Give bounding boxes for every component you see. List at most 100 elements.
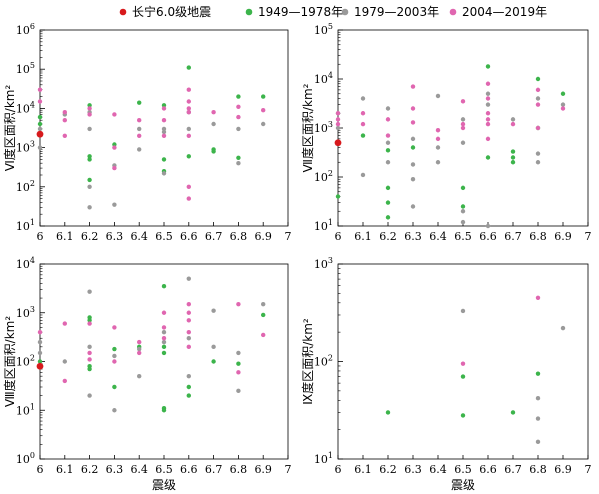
data-point [186, 276, 191, 281]
data-point [87, 366, 92, 372]
x-axis-label: 震级 [152, 478, 176, 492]
legend-label: 2004—2019年 [462, 5, 547, 19]
chart-panel-1: 6 6.1 6.2 6.3 6.4 6.5 6.6 6.7 6.8 6.9 7 101 102 103 10… [2, 22, 292, 243]
x-tick-label: 7 [285, 463, 292, 476]
series-0 [37, 284, 266, 413]
data-point [510, 160, 516, 165]
data-point [161, 336, 167, 341]
data-point [161, 133, 167, 138]
data-point [435, 128, 441, 133]
data-point [186, 318, 191, 323]
x-tick-label: 6.7 [504, 230, 522, 243]
data-point [62, 359, 67, 364]
data-point [87, 103, 92, 108]
data-point [460, 413, 466, 418]
data-point [460, 374, 466, 379]
data-point [186, 344, 191, 350]
data-point [112, 145, 117, 150]
main-event-point [36, 130, 44, 138]
x-tick-label: 6.5 [454, 230, 472, 243]
data-point [261, 312, 266, 318]
data-point [485, 91, 491, 96]
x-tick-label: 6.2 [379, 463, 397, 476]
data-point [460, 361, 466, 366]
data-point [385, 215, 391, 220]
series-0 [385, 371, 541, 418]
x-tick-label: 6.6 [180, 463, 198, 476]
data-point [186, 65, 191, 70]
data-point [435, 93, 441, 99]
data-point [261, 301, 266, 307]
y-tick-label: 101 [314, 451, 333, 466]
data-point [161, 310, 167, 315]
data-point [161, 106, 167, 111]
chart-panel-2: 6 6.1 6.2 6.3 6.4 6.5 6.6 6.7 6.8 6.9 7 101 102 103 10… [300, 22, 592, 243]
data-point [236, 94, 241, 99]
data-point [186, 329, 191, 335]
legend-marker [341, 8, 349, 16]
data-point [137, 147, 142, 152]
data-point [137, 133, 142, 138]
data-point [161, 329, 167, 335]
y-tick-label: 105 [314, 22, 333, 37]
data-point [161, 103, 167, 108]
data-point [460, 99, 466, 104]
data-point [62, 378, 67, 384]
series-1 [460, 308, 566, 445]
data-point [410, 162, 416, 167]
data-point [37, 87, 43, 92]
data-point [385, 200, 391, 205]
data-point [112, 353, 117, 359]
data-point [211, 109, 216, 115]
data-point [236, 155, 241, 160]
data-point [261, 121, 266, 127]
main-event-point [36, 362, 44, 370]
data-point [335, 194, 341, 199]
data-point [435, 145, 441, 150]
data-point [410, 136, 416, 142]
data-point [535, 371, 541, 376]
data-point [37, 339, 43, 345]
legend-label: 长宁6.0级地震 [132, 4, 211, 19]
data-point [485, 121, 491, 127]
data-point [236, 114, 241, 120]
data-point [535, 416, 541, 421]
data-point [460, 204, 466, 209]
data-point [186, 184, 191, 189]
y-tick-label: 106 [16, 22, 35, 37]
data-point [410, 145, 416, 150]
x-tick-label: 6.9 [554, 230, 572, 243]
y-tick-label: 101 [16, 402, 35, 417]
legend-marker [245, 8, 253, 16]
y-tick-label: 103 [16, 140, 35, 155]
x-tick-label: 6.8 [529, 463, 547, 476]
series-1 [37, 276, 266, 413]
data-point [87, 177, 92, 183]
data-point [236, 126, 241, 132]
data-point [435, 160, 441, 165]
legend-marker [449, 8, 457, 16]
data-point [112, 202, 117, 207]
y-tick-label: 102 [16, 354, 35, 369]
data-point [385, 160, 391, 165]
x-tick-label: 6.4 [130, 230, 148, 243]
data-point [161, 350, 167, 356]
data-point [236, 104, 241, 109]
data-point [535, 396, 541, 401]
data-point [535, 439, 541, 445]
data-point [560, 106, 566, 111]
data-point [535, 76, 541, 82]
data-point [236, 301, 241, 307]
data-point [236, 350, 241, 356]
x-tick-label: 6.4 [130, 463, 148, 476]
y-tick-label: 103 [314, 256, 333, 271]
data-point [186, 373, 191, 379]
x-tick-label: 6.2 [379, 230, 397, 243]
data-point [161, 118, 167, 123]
data-point [385, 410, 391, 415]
data-point [37, 329, 43, 335]
x-tick-label: 6 [335, 230, 342, 243]
x-tick-label: 6.8 [230, 230, 248, 243]
data-point [161, 325, 167, 330]
